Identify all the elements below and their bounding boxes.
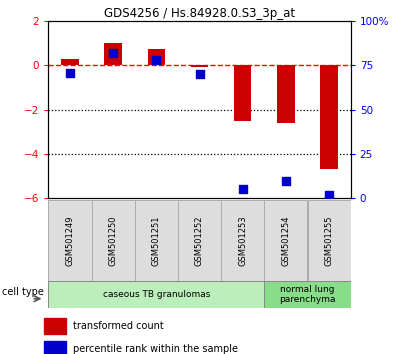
Text: GSM501251: GSM501251 bbox=[152, 216, 161, 266]
Point bbox=[239, 187, 246, 192]
Bar bbox=[221, 200, 264, 281]
Bar bbox=[264, 200, 307, 281]
Text: transformed count: transformed count bbox=[73, 321, 164, 331]
Title: GDS4256 / Hs.84928.0.S3_3p_at: GDS4256 / Hs.84928.0.S3_3p_at bbox=[104, 7, 295, 20]
Bar bbox=[48, 281, 264, 308]
Text: GSM501254: GSM501254 bbox=[281, 216, 290, 266]
Bar bbox=[148, 49, 165, 65]
Text: GSM501252: GSM501252 bbox=[195, 216, 204, 266]
Bar bbox=[320, 65, 338, 170]
Bar bbox=[45, 341, 66, 354]
Text: GSM501255: GSM501255 bbox=[325, 216, 333, 266]
Text: GSM501253: GSM501253 bbox=[238, 215, 247, 266]
Point bbox=[66, 70, 73, 75]
Text: percentile rank within the sample: percentile rank within the sample bbox=[73, 344, 238, 354]
Bar bbox=[135, 200, 178, 281]
Text: normal lung
parenchyma: normal lung parenchyma bbox=[279, 285, 336, 304]
Text: GSM501250: GSM501250 bbox=[109, 216, 118, 266]
Point bbox=[110, 50, 116, 56]
Bar bbox=[48, 200, 92, 281]
Bar bbox=[178, 200, 221, 281]
Bar bbox=[264, 281, 351, 308]
Bar bbox=[234, 65, 251, 121]
Bar bbox=[61, 59, 79, 65]
Bar bbox=[277, 65, 294, 123]
Text: GSM501249: GSM501249 bbox=[66, 216, 74, 266]
Point bbox=[326, 192, 333, 198]
Bar bbox=[191, 65, 208, 67]
Point bbox=[283, 178, 289, 183]
Point bbox=[196, 72, 203, 77]
Bar bbox=[105, 44, 122, 65]
Bar bbox=[307, 200, 351, 281]
Text: cell type: cell type bbox=[3, 287, 44, 297]
Bar bbox=[45, 318, 66, 334]
Text: caseous TB granulomas: caseous TB granulomas bbox=[102, 290, 210, 299]
Point bbox=[153, 57, 160, 63]
Bar bbox=[92, 200, 135, 281]
